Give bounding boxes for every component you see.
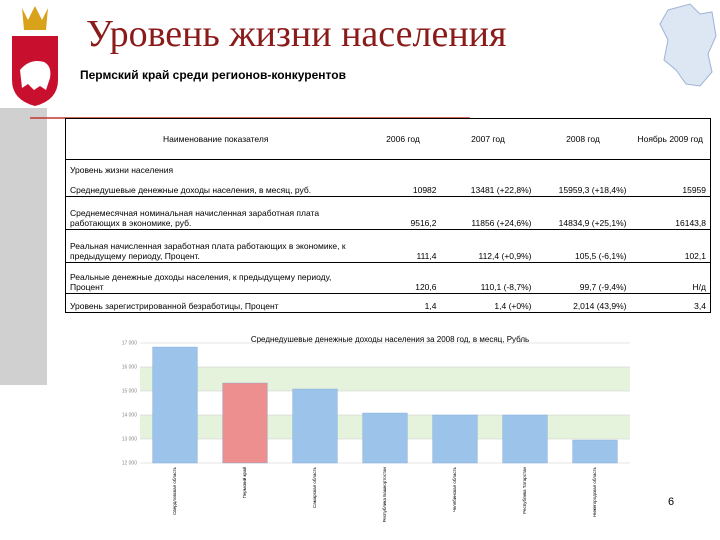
cell: 9516,2: [365, 196, 441, 230]
crown: [22, 6, 48, 30]
cell: 2,014 (43,9%): [573, 301, 627, 311]
header-cell: 2006 год: [365, 118, 441, 160]
bar: [502, 414, 548, 464]
header-cell: 2008 год: [535, 118, 631, 160]
cell: 120,6: [365, 262, 441, 294]
cell: Среднедушевые денежные доходы населения,…: [65, 176, 366, 197]
y-tick-label: 13 000: [122, 436, 138, 442]
cell: 13481 (+22,8%): [440, 176, 536, 197]
x-tick-label: Челябинская область: [452, 466, 457, 512]
section-cell: Уровень жизни населения: [70, 165, 174, 175]
x-tick-label: Республика Татарстан: [522, 466, 527, 513]
bar: [292, 388, 338, 464]
header-row: Наименование показателя 2006 год 2007 год 2…: [65, 118, 711, 160]
map: [659, 3, 717, 87]
bar: [572, 439, 618, 464]
header-cell: Наименование показателя: [65, 118, 366, 160]
cell: 15959,3 (+18,4%): [535, 176, 631, 197]
section-row: Уровень жизни населения: [66, 160, 711, 177]
x-tick-label: Самарская область: [312, 466, 317, 508]
x-tick-label: Свердловская область: [172, 466, 177, 514]
cell: 110,1 (-8,7%): [440, 262, 536, 294]
cell: 102,1: [630, 229, 711, 263]
cell: 1,4 (+0%): [494, 301, 532, 311]
y-tick-label: 14 000: [122, 412, 138, 418]
title: Уровень жизни населения: [86, 13, 507, 55]
y-tick-label: 15 000: [122, 388, 138, 394]
subtitle: Пермский край среди регионов-конкурентов: [80, 68, 346, 82]
x-tick-label: Республика Башкортостан: [382, 466, 387, 522]
bear: [20, 61, 51, 90]
table: Наименование показателя 2006 год 2007 год 2…: [65, 118, 711, 313]
chart-title: Среднедушевые денежные доходы населения …: [251, 335, 529, 344]
cell: Среднемесячная номинальная начисленная з…: [65, 196, 366, 230]
cell: 14834,9 (+25,1%): [535, 196, 631, 230]
x-tick-label: Пермский край: [241, 467, 247, 499]
y-tick-label: 12 000: [122, 460, 138, 466]
cell: Реальные денежные доходы населения, к пр…: [65, 262, 366, 294]
row: Реальные денежные доходы населения, к пр…: [65, 262, 711, 294]
side-bar: [0, 108, 47, 385]
bar: [152, 346, 198, 464]
header-cell: 2007 год: [440, 118, 536, 160]
header-cell: Ноябрь 2009 год: [630, 118, 711, 160]
cell: 16143,8: [630, 196, 711, 230]
y-tick-label: 17 000: [122, 340, 138, 346]
chart: Среднедушевые денежные доходы населения …: [110, 333, 635, 533]
bar: [432, 414, 478, 464]
band: [140, 367, 630, 391]
cell: 99,7 (-9,4%): [535, 262, 631, 294]
cell: 15959: [630, 176, 711, 197]
cell: 112,4 (+0,9%): [440, 229, 536, 263]
row: Реальная начисленная заработная плата ра…: [65, 229, 711, 263]
x-tick-label: Нижегородская область: [592, 466, 597, 517]
cell: 105,5 (-6,1%): [535, 229, 631, 263]
row: Среднедушевые денежные доходы населения,…: [65, 176, 711, 197]
cell: Уровень зарегистрированной безработицы, …: [70, 301, 279, 311]
cell: Н/д: [630, 262, 711, 294]
bar: [362, 412, 408, 464]
page-number: 6: [668, 496, 675, 508]
row: Среднемесячная номинальная начисленная з…: [65, 196, 711, 230]
cell: Реальная начисленная заработная плата ра…: [65, 229, 366, 263]
cell: 11856 (+24,6%): [440, 196, 536, 230]
cell: 1,4: [424, 301, 437, 311]
bar: [222, 382, 268, 464]
cell: 10982: [365, 176, 441, 197]
cell: 3,4: [694, 301, 706, 311]
cell: 111,4: [365, 229, 441, 263]
y-tick-label: 16 000: [122, 364, 138, 370]
row: Уровень зарегистрированной безработицы, …: [66, 294, 711, 313]
